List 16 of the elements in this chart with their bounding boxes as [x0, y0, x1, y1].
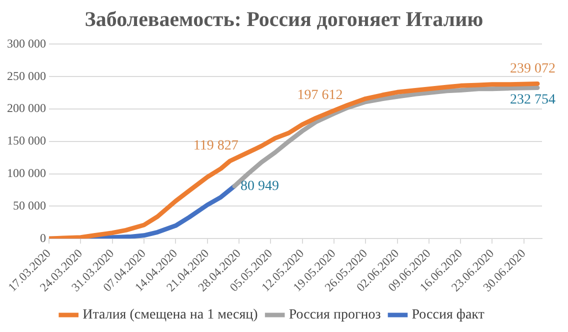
- legend-label: Россия факт: [412, 308, 484, 323]
- y-tick-label: 300 000: [7, 36, 46, 50]
- annotation: 232 754: [510, 92, 556, 108]
- legend-label: Италия (смещена на 1 месяц): [82, 308, 258, 323]
- annotation: 239 072: [510, 61, 556, 76]
- y-tick-label: 100 000: [7, 166, 46, 180]
- y-tick-label: 200 000: [7, 101, 46, 116]
- y-tick-label: 0: [40, 230, 46, 245]
- y-tick-label: 250 000: [7, 68, 46, 83]
- annotation: 80 949: [240, 178, 279, 194]
- annotation: 197 612: [297, 88, 343, 104]
- chart-title: Заболеваемость: Россия догоняет Италию: [84, 6, 484, 33]
- legend-label: Россия прогноз: [288, 308, 382, 323]
- y-tick-label: 50 000: [13, 198, 46, 212]
- annotation: 119 827: [193, 138, 238, 154]
- y-tick-label: 150 000: [7, 134, 46, 148]
